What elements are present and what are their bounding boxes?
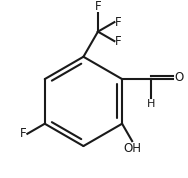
Text: OH: OH bbox=[123, 142, 141, 155]
Text: F: F bbox=[114, 35, 121, 48]
Text: O: O bbox=[174, 71, 184, 84]
Text: F: F bbox=[95, 0, 101, 13]
Text: H: H bbox=[147, 99, 155, 109]
Text: F: F bbox=[19, 127, 26, 140]
Text: F: F bbox=[114, 16, 121, 29]
